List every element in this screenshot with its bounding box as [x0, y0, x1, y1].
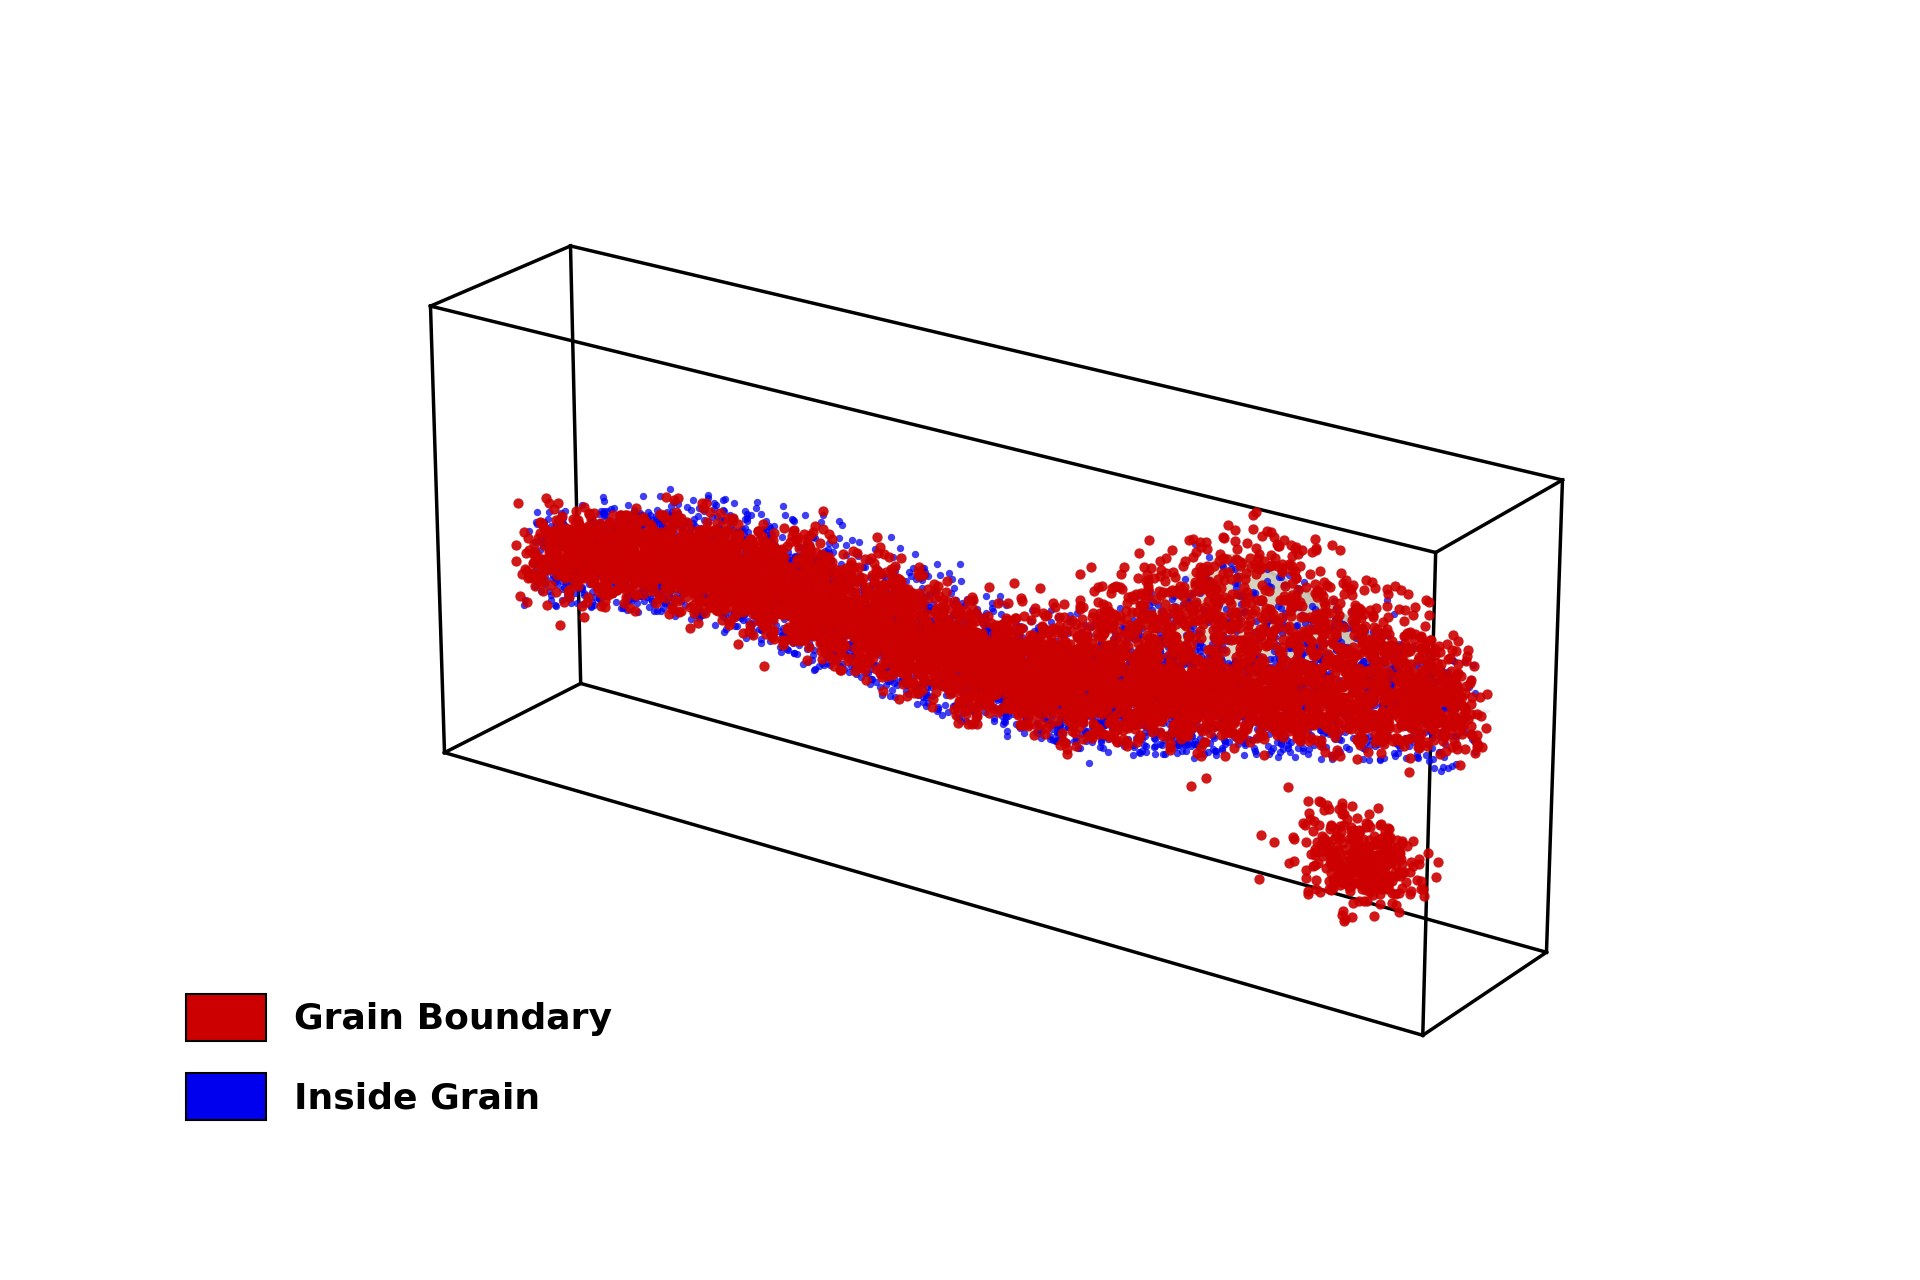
Legend: Grain Boundary, Inside Grain: Grain Boundary, Inside Grain	[171, 979, 626, 1134]
